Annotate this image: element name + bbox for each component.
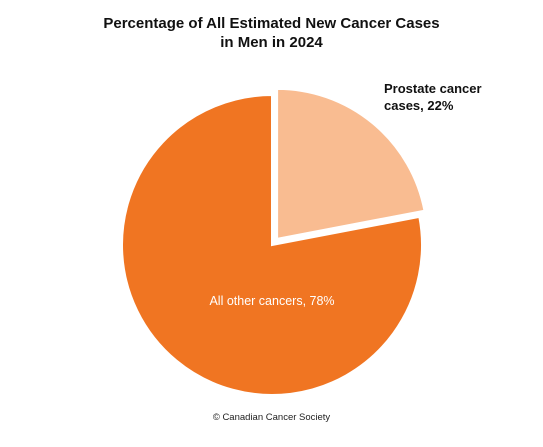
slice-label-prostate-line-1: Prostate cancer xyxy=(384,81,482,96)
slice-label-prostate-line-2: cases, 22% xyxy=(384,98,454,113)
pie-slice-prostate xyxy=(276,87,426,241)
pie-slice-other xyxy=(121,93,423,396)
copyright-credit: © Canadian Cancer Society xyxy=(212,412,331,423)
chart-title-line-2: in Men in 2024 xyxy=(220,34,323,51)
slice-label-other: All other cancers, 78% xyxy=(209,294,334,308)
slice-label-other-line-1: All other cancers, 78% xyxy=(209,294,334,308)
chart-title-line-1: Percentage of All Estimated New Cancer C… xyxy=(103,15,440,32)
chart-title: Percentage of All Estimated New Cancer C… xyxy=(0,14,543,52)
slice-label-prostate: Prostate cancer cases, 22% xyxy=(384,81,485,113)
